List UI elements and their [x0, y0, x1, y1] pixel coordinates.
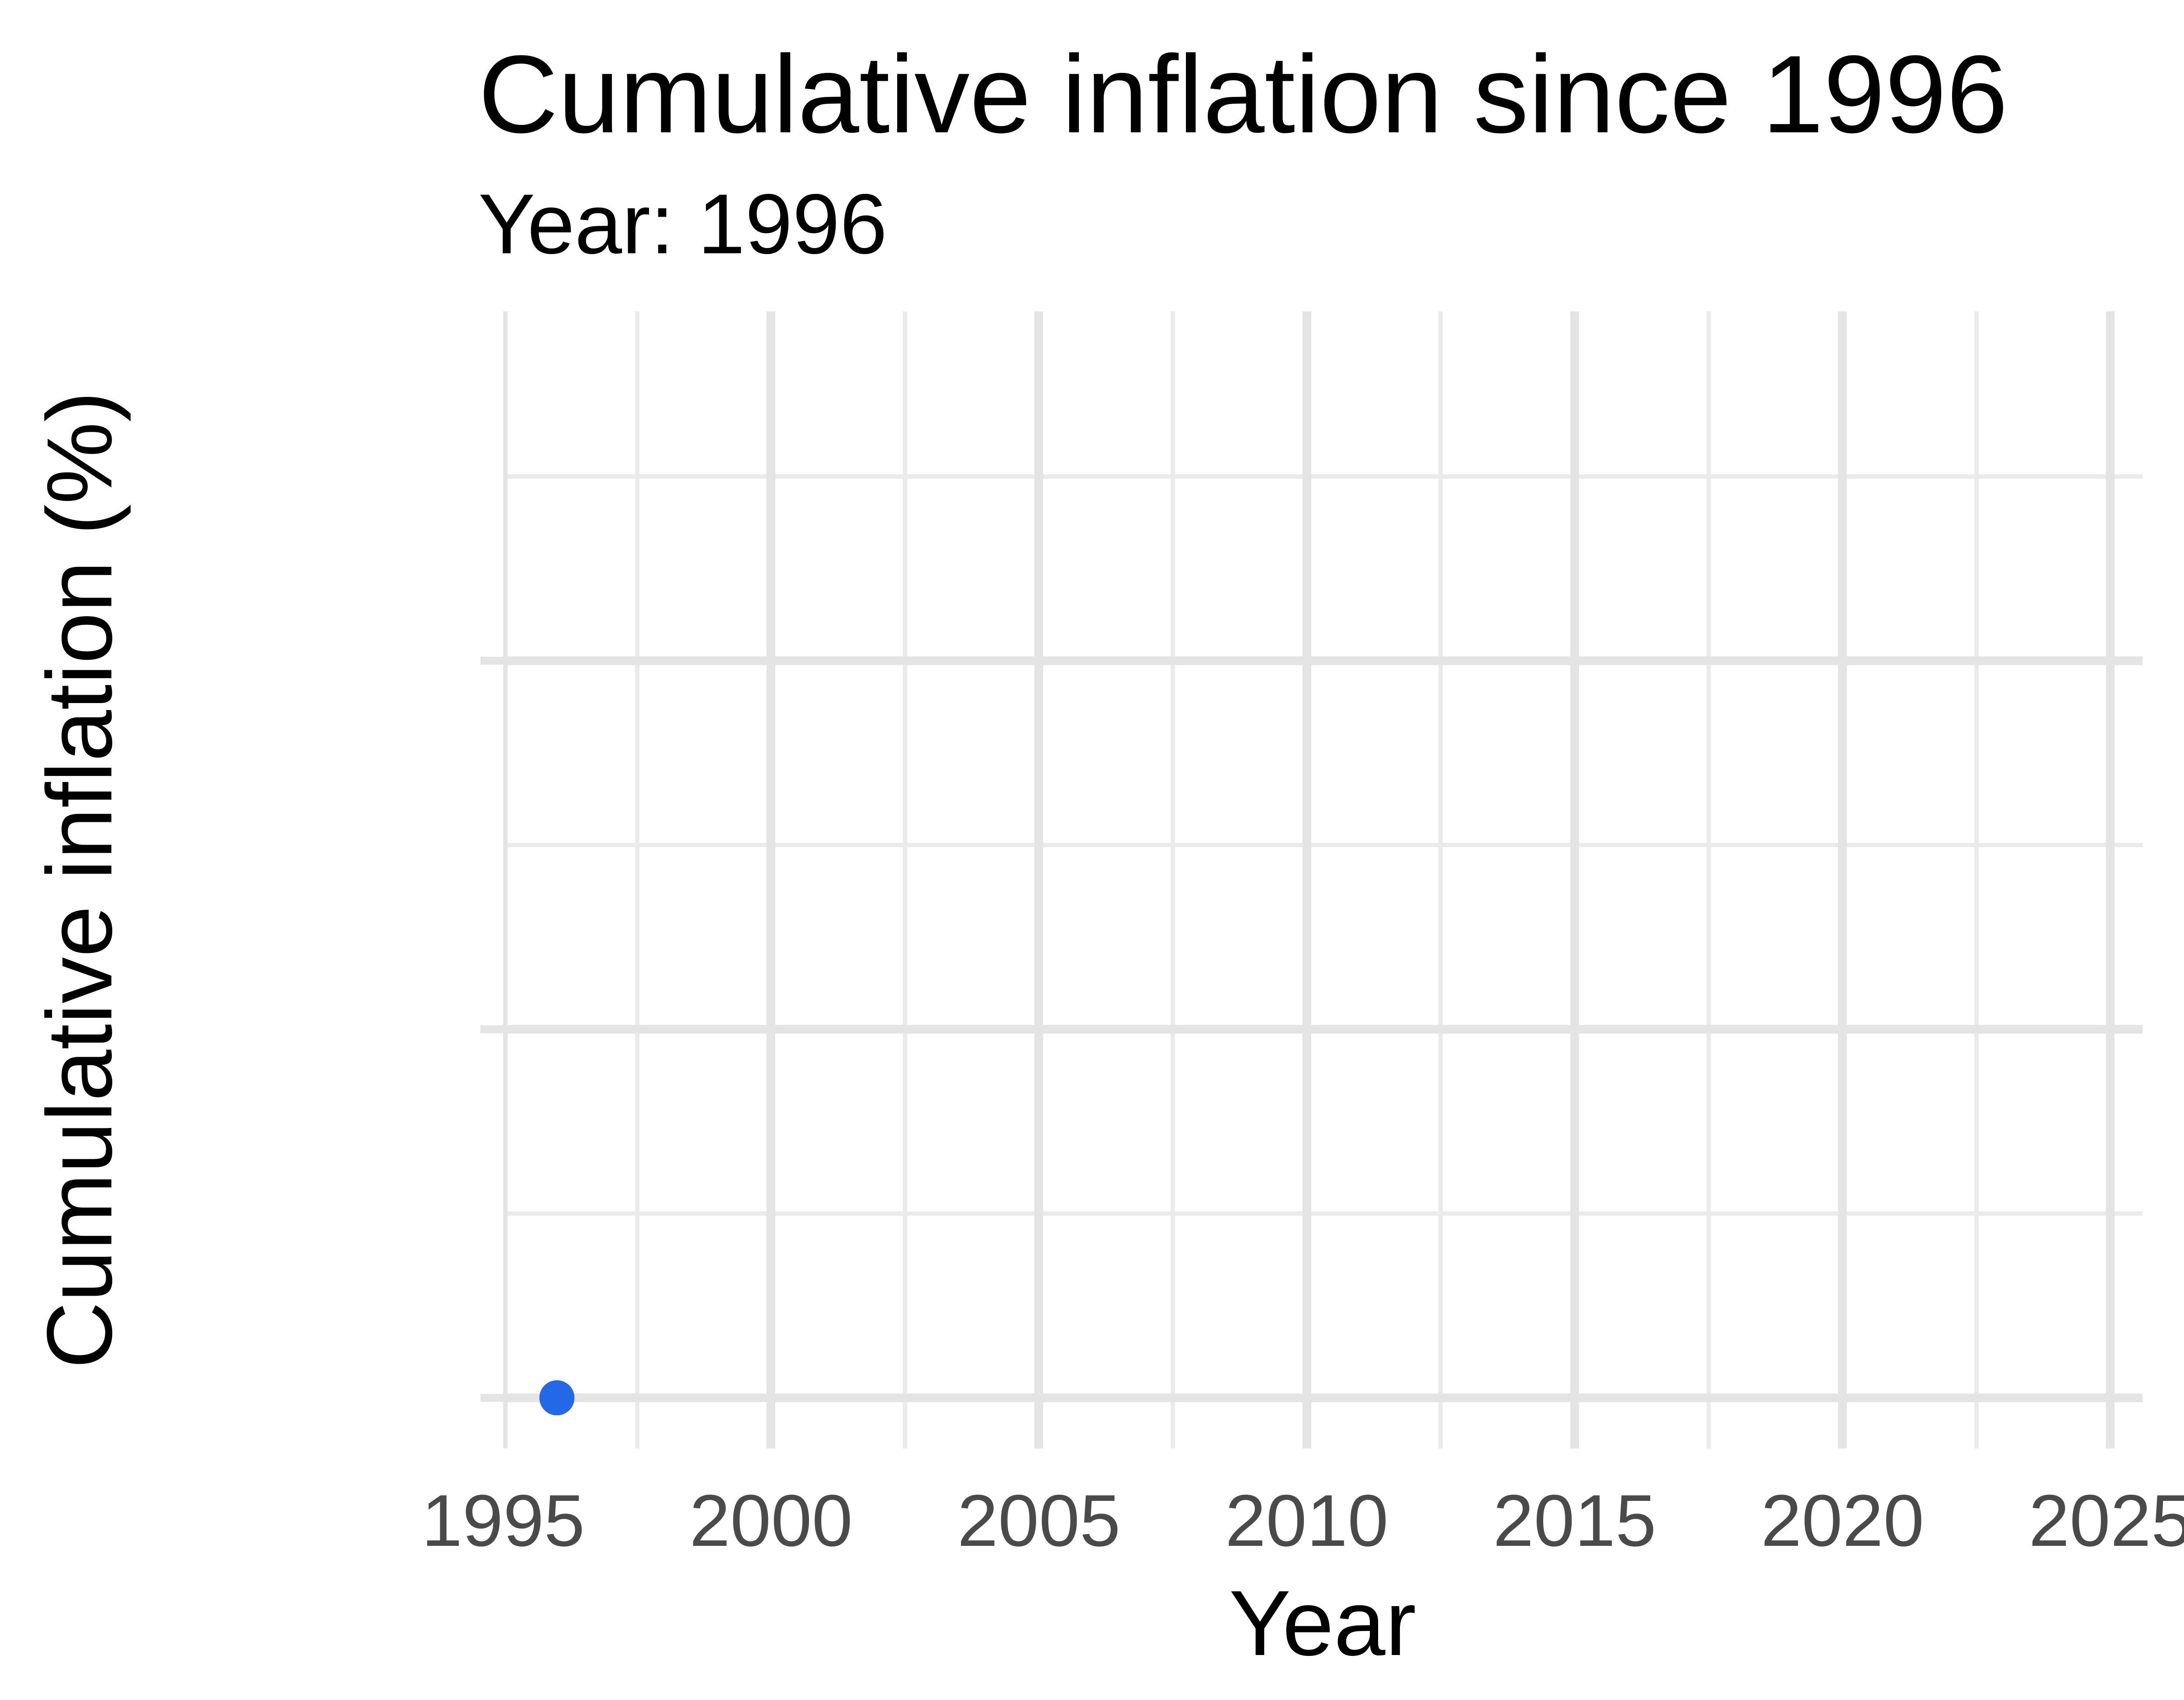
- major-gridline-horizontal: [503, 1393, 2143, 1402]
- x-axis-tick-label: 2005: [957, 1479, 1121, 1562]
- y-axis-tick: [480, 1393, 503, 1402]
- major-gridline-vertical: [1570, 311, 1579, 1448]
- y-axis-tick: [480, 1025, 503, 1033]
- major-gridline-horizontal: [503, 1024, 2143, 1034]
- chart-title: Cumulative inflation since 1996: [478, 32, 2008, 156]
- minor-gridline-vertical: [902, 311, 907, 1448]
- x-axis-tick-label: 2000: [689, 1479, 853, 1562]
- minor-gridline-vertical: [635, 311, 639, 1448]
- major-gridline-horizontal: [503, 656, 2143, 665]
- major-gridline-vertical: [767, 311, 776, 1448]
- x-axis-tick-label: 1995: [422, 1479, 585, 1562]
- major-gridline-vertical: [1302, 311, 1311, 1448]
- minor-gridline-vertical: [1974, 311, 1979, 1448]
- minor-gridline-horizontal: [503, 1211, 2143, 1216]
- minor-gridline-horizontal: [503, 842, 2143, 847]
- y-axis-tick: [480, 656, 503, 665]
- minor-gridline-vertical: [1438, 311, 1443, 1448]
- major-gridline-vertical: [2106, 311, 2115, 1448]
- x-axis-tick-label: 2010: [1225, 1479, 1389, 1562]
- x-axis-tick-label: 2015: [1493, 1479, 1656, 1562]
- plot-panel: [503, 311, 2143, 1448]
- major-gridline-vertical: [503, 311, 508, 1448]
- data-point-usa: [539, 1380, 574, 1415]
- minor-gridline-horizontal: [503, 474, 2143, 479]
- x-axis-tick-label: 2025: [2028, 1479, 2184, 1562]
- chart-subtitle: Year: 1996: [478, 176, 888, 272]
- major-gridline-vertical: [1034, 311, 1044, 1448]
- x-axis-title: Year: [1229, 1571, 1417, 1675]
- minor-gridline-vertical: [1171, 311, 1175, 1448]
- y-axis-title: Cumulative inflation (%): [28, 391, 131, 1369]
- minor-gridline-vertical: [1706, 311, 1711, 1448]
- x-axis-tick-label: 2020: [1761, 1479, 1925, 1562]
- major-gridline-vertical: [1838, 311, 1847, 1448]
